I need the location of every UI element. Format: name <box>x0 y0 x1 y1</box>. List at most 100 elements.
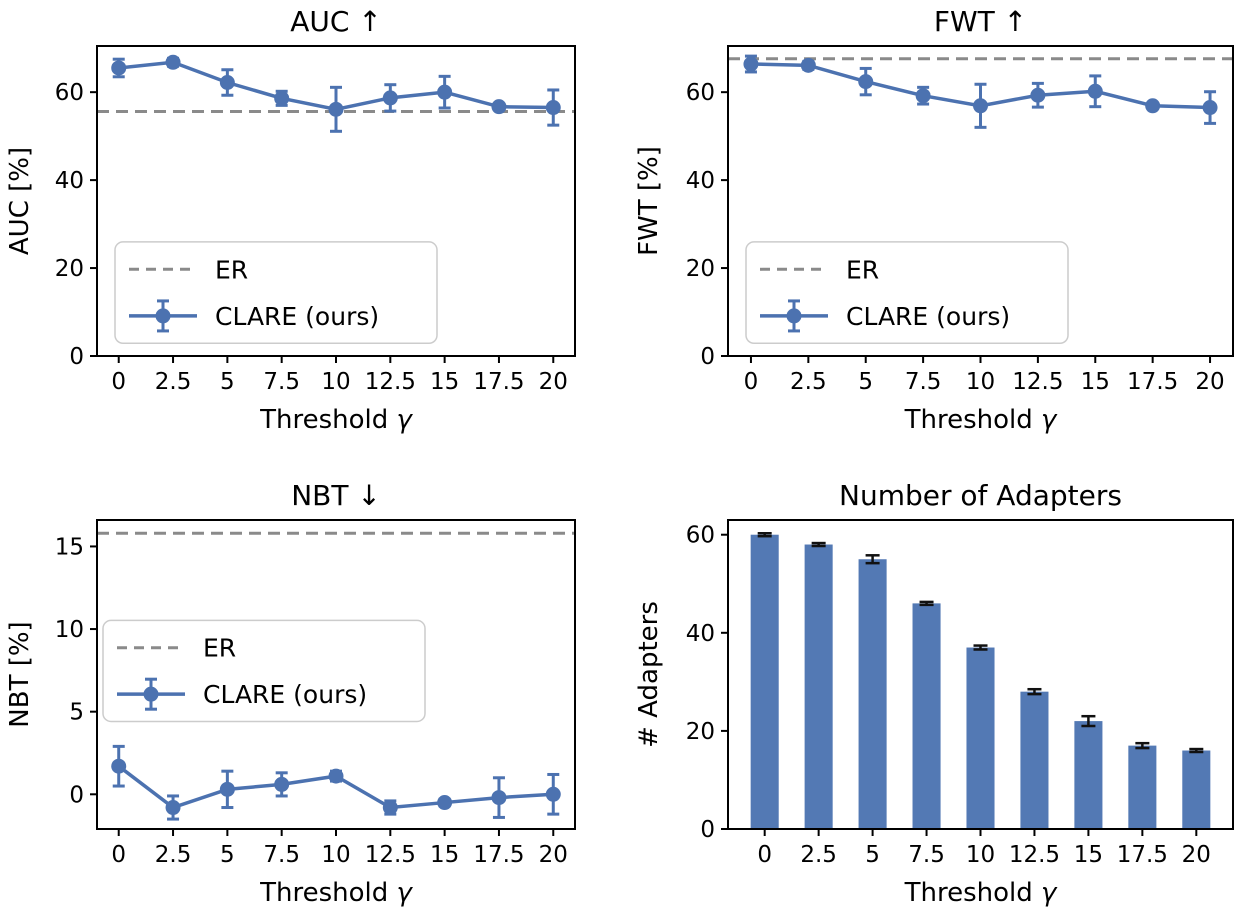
chart-title: FWT ↑ <box>934 5 1027 38</box>
data-point <box>915 88 931 104</box>
legend-label-ours: CLARE (ours) <box>846 302 1010 331</box>
data-point <box>1202 100 1218 116</box>
x-tick-label: 5 <box>858 369 873 395</box>
data-point <box>437 84 453 100</box>
auc-chart: 0 2.5 5 7.5 10 12.5 15 17.5 20 0 20 40 60 AUC ↑ Thresh… <box>0 0 629 460</box>
nbt-chart: 0 2.5 5 7.5 10 12.5 15 17.5 20 0 5 10 15 NBT ↓ Thresho… <box>0 460 629 920</box>
x-tick-label: 20 <box>539 369 568 395</box>
legend-box <box>745 241 1069 345</box>
data-point <box>437 795 453 811</box>
fwt-plot-svg: 0 2.5 5 7.5 10 12.5 15 17.5 20 0 20 40 60 FWT ↑ Thresh… <box>634 5 1234 435</box>
legend-label-er: ER <box>846 255 879 284</box>
legend: ER CLARE (ours) <box>102 619 426 723</box>
data-point <box>382 90 398 106</box>
x-tick-label: 2.5 <box>790 369 827 395</box>
y-axis-label: FWT [%] <box>634 146 664 256</box>
data-point <box>800 57 816 73</box>
data-point <box>1087 83 1103 99</box>
data-point <box>111 758 127 774</box>
legend-ours-sample-marker <box>143 686 159 702</box>
data-point <box>973 98 988 114</box>
chart-title: NBT ↓ <box>291 479 381 512</box>
adapters-plot-svg: 0 2.5 5 7.5 10 12.5 15 17.5 20 0 20 40 60 Number of A… <box>634 479 1234 908</box>
x-tick-label: 17.5 <box>473 842 524 868</box>
adapter-bar <box>804 544 833 829</box>
x-tick-label: 12.5 <box>1009 842 1060 868</box>
y-tick-label: 10 <box>55 617 84 643</box>
data-point <box>858 74 874 90</box>
x-tick-label: 15 <box>430 369 459 395</box>
x-tick-label: 0 <box>111 369 126 395</box>
x-tick-label: 15 <box>430 842 459 868</box>
x-axis-label: Threshold γ <box>904 878 1058 908</box>
x-tick-label: 5 <box>220 369 235 395</box>
data-point <box>111 60 127 76</box>
data-point <box>545 786 561 802</box>
adapter-bar <box>966 647 995 829</box>
data-point <box>274 776 290 792</box>
legend-label-er: ER <box>215 255 248 284</box>
x-tick-label: 0 <box>757 842 772 868</box>
y-tick-label: 60 <box>686 523 715 549</box>
data-point <box>328 101 344 117</box>
x-tick-label: 12.5 <box>365 369 416 395</box>
x-axis-label: Threshold γ <box>259 878 413 908</box>
x-tick-label: 20 <box>539 842 568 868</box>
data-point <box>545 100 561 116</box>
data-point <box>165 54 181 70</box>
nbt-plot-svg: 0 2.5 5 7.5 10 12.5 15 17.5 20 0 5 10 15 NBT ↓ Thresho… <box>5 479 576 908</box>
y-axis-label: # Adapters <box>634 601 664 748</box>
x-axis-label: Threshold γ <box>904 405 1058 435</box>
x-tick-label: 7.5 <box>263 842 300 868</box>
x-tick-label: 0 <box>744 369 759 395</box>
y-tick-label: 0 <box>700 344 715 370</box>
y-tick-label: 0 <box>69 782 84 808</box>
x-tick-label: 10 <box>321 369 350 395</box>
x-tick-label: 17.5 <box>473 369 524 395</box>
data-point <box>491 790 507 806</box>
adapter-bar <box>1020 691 1049 829</box>
data-point <box>743 56 759 72</box>
y-tick-label: 0 <box>69 344 84 370</box>
y-tick-label: 60 <box>55 80 84 106</box>
y-tick-label: 20 <box>55 256 84 282</box>
y-tick-label: 20 <box>686 256 715 282</box>
x-tick-label: 17.5 <box>1127 369 1178 395</box>
data-point <box>328 768 344 784</box>
x-tick-label: 2.5 <box>155 842 192 868</box>
y-tick-label: 40 <box>55 168 84 194</box>
x-tick-label: 15 <box>1081 369 1110 395</box>
y-tick-label: 40 <box>686 168 715 194</box>
legend: ER CLARE (ours) <box>745 241 1069 345</box>
x-tick-label: 5 <box>220 842 235 868</box>
chart-title: Number of Adapters <box>839 479 1122 512</box>
adapter-bar <box>912 603 941 829</box>
x-tick-label: 10 <box>321 842 350 868</box>
adapter-bar <box>750 534 779 829</box>
x-tick-label: 15 <box>1074 842 1103 868</box>
data-point <box>382 800 398 816</box>
data-point <box>274 90 290 106</box>
adapters-chart: 0 2.5 5 7.5 10 12.5 15 17.5 20 0 20 40 60 Number of A… <box>629 460 1258 920</box>
legend-ours-sample-marker <box>786 308 802 324</box>
y-axis-label: NBT [%] <box>5 621 35 727</box>
x-tick-label: 17.5 <box>1117 842 1168 868</box>
x-axis-label: Threshold γ <box>259 405 413 435</box>
adapter-bar <box>858 559 887 829</box>
x-tick-label: 20 <box>1182 842 1211 868</box>
legend-box <box>114 241 438 345</box>
y-tick-label: 40 <box>686 621 715 647</box>
legend-label-ours: CLARE (ours) <box>203 680 367 709</box>
adapter-bar <box>1074 721 1103 829</box>
adapter-bar <box>1128 745 1157 829</box>
y-tick-label: 20 <box>686 719 715 745</box>
data-point <box>165 800 181 816</box>
x-tick-label: 0 <box>111 842 126 868</box>
data-point <box>219 781 235 797</box>
data-point <box>1145 98 1161 114</box>
legend-label-er: ER <box>203 634 236 663</box>
y-tick-label: 60 <box>686 80 715 106</box>
y-tick-label: 0 <box>700 817 715 843</box>
legend: ER CLARE (ours) <box>114 241 438 345</box>
auc-plot-svg: 0 2.5 5 7.5 10 12.5 15 17.5 20 0 20 40 60 AUC ↑ Thresh… <box>5 5 576 435</box>
